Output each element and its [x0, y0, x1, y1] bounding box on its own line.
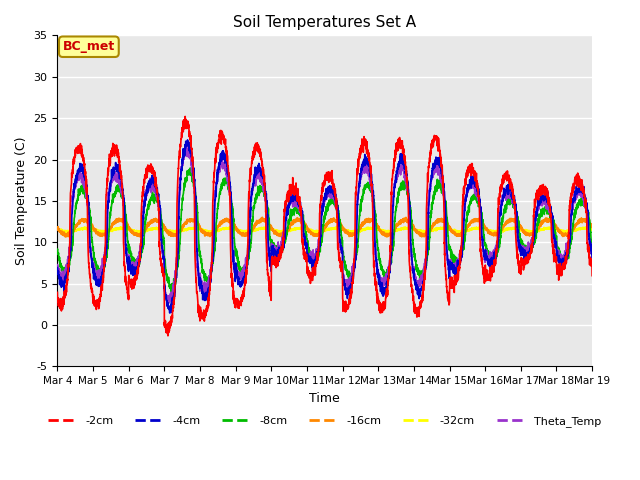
- X-axis label: Time: Time: [309, 392, 340, 405]
- Text: BC_met: BC_met: [63, 40, 115, 53]
- Title: Soil Temperatures Set A: Soil Temperatures Set A: [233, 15, 417, 30]
- Y-axis label: Soil Temperature (C): Soil Temperature (C): [15, 137, 28, 265]
- Legend: -2cm, -4cm, -8cm, -16cm, -32cm, Theta_Temp: -2cm, -4cm, -8cm, -16cm, -32cm, Theta_Te…: [44, 412, 605, 432]
